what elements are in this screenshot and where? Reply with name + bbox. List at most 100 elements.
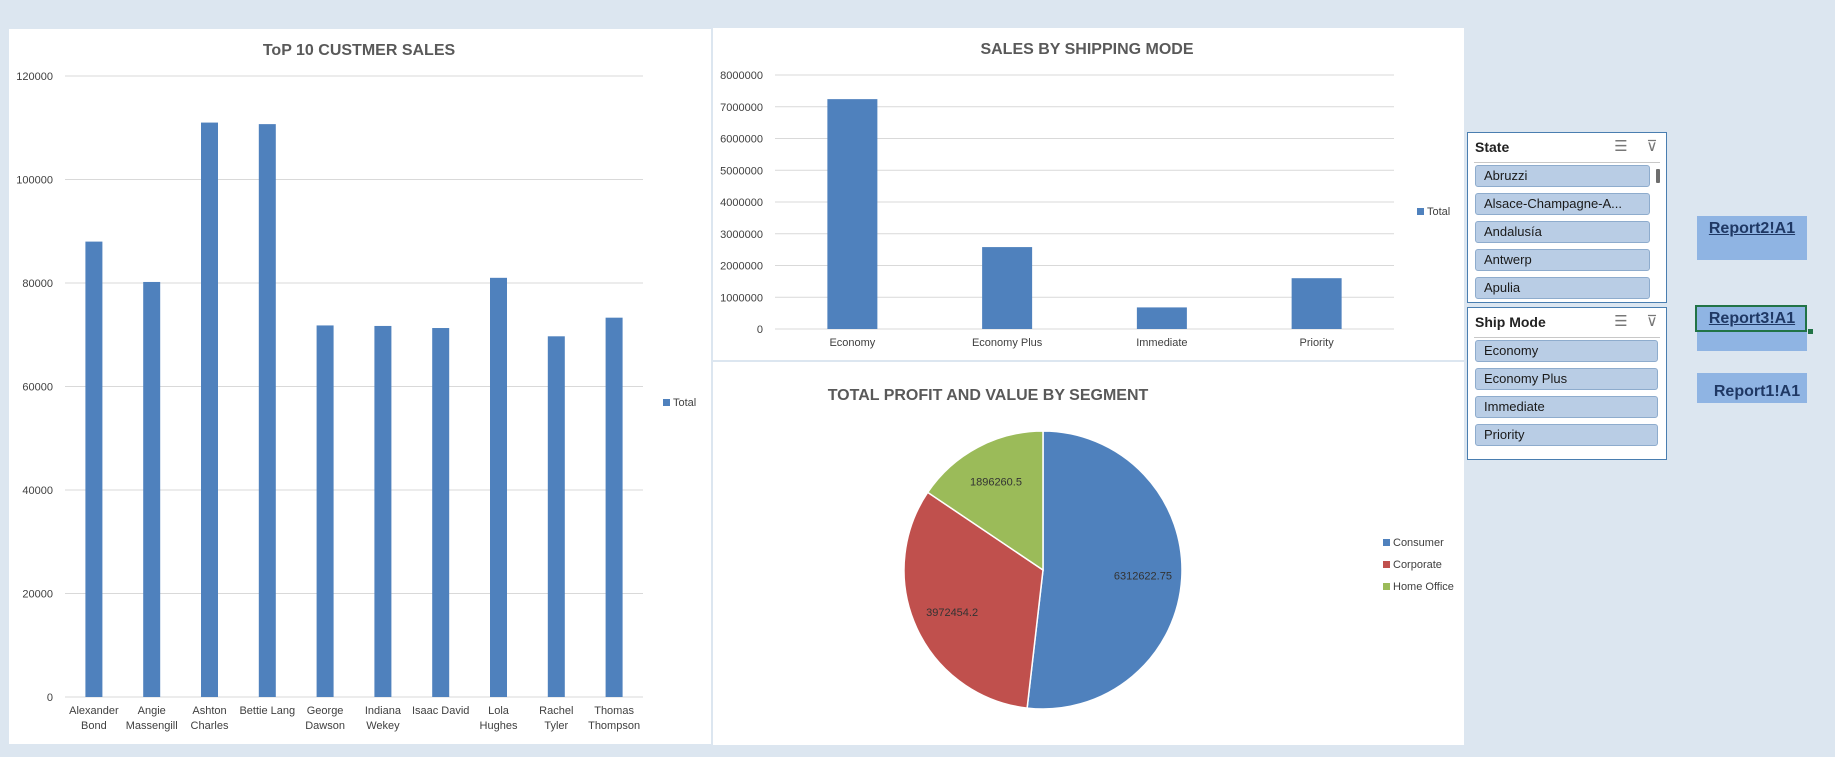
y-tick-label: 5000000: [720, 165, 763, 177]
slicer-item-economy-plus[interactable]: Economy Plus: [1475, 368, 1658, 390]
clear-filter-icon[interactable]: ⊽: [1646, 313, 1658, 330]
y-tick-label: 120000: [16, 71, 53, 83]
x-tick-label: Bettie Lang: [239, 705, 295, 717]
bar-4: [316, 325, 334, 697]
x-tick-label: Dawson: [305, 720, 345, 732]
slicer-divider: [1474, 337, 1660, 338]
y-tick-label: 8000000: [720, 70, 763, 82]
pie-slice-consumer: [1026, 430, 1183, 710]
legend-swatch-total: [663, 399, 670, 406]
report2-link-label[interactable]: Report2!A1: [1708, 220, 1796, 237]
data-label: 3972454.2: [926, 607, 978, 619]
x-tick-label: Bond: [81, 720, 107, 732]
report3-link-label[interactable]: Report3!A1: [1708, 310, 1796, 327]
slicer-divider: [1474, 162, 1660, 163]
bar-3: [1291, 278, 1342, 329]
slicer-item-abruzzi[interactable]: Abruzzi: [1475, 165, 1650, 187]
y-tick-label: 100000: [16, 175, 53, 187]
x-tick-label: Alexander: [69, 705, 119, 717]
chart-title: TOTAL PROFIT AND VALUE BY SEGMENT: [828, 387, 1149, 404]
bar-2: [1136, 307, 1187, 329]
slicer-title: Ship Mode: [1475, 314, 1546, 330]
slicer-item-list: Abruzzi Alsace-Champagne-A... Andalusía …: [1475, 165, 1650, 302]
bar-7: [490, 277, 507, 697]
legend-label: Corporate: [1393, 559, 1442, 571]
slicer-item-apulia[interactable]: Apulia: [1475, 277, 1650, 299]
x-tick-label: Economy Plus: [972, 337, 1043, 349]
customer-sales-svg: ToP 10 CUSTMER SALES 0 20000 40000 60000 800…: [16, 42, 696, 732]
shipping-mode-sales-chart[interactable]: SALES BY SHIPPING MODE 0 1000000 2000000 30…: [713, 28, 1464, 360]
state-slicer[interactable]: State ☰ ⊽ Abruzzi Alsace-Champagne-A... …: [1467, 132, 1667, 303]
y-tick-label: 0: [757, 324, 763, 336]
y-tick-label: 3000000: [720, 229, 763, 241]
x-tick-label: Ashton: [192, 705, 226, 717]
legend-swatch: [1383, 539, 1390, 546]
x-tick-label: Wekey: [366, 720, 400, 732]
bar-3: [258, 124, 276, 697]
slicer-item-alsace[interactable]: Alsace-Champagne-A...: [1475, 193, 1650, 215]
bar-0: [85, 241, 103, 697]
y-tick-label: 20000: [22, 589, 53, 601]
slicer-header: Ship Mode ☰ ⊽: [1468, 308, 1666, 338]
x-tick-label: Massengill: [126, 720, 178, 732]
slicer-scrollbar[interactable]: [1656, 169, 1660, 183]
bar-5: [374, 325, 392, 697]
x-tick-label: Thomas: [594, 705, 634, 717]
clear-filter-icon[interactable]: ⊽: [1646, 138, 1658, 155]
y-tick-label: 80000: [22, 278, 53, 290]
segment-profit-pie-chart[interactable]: TOTAL PROFIT AND VALUE BY SEGMENT 631262…: [713, 362, 1464, 745]
bar-8: [547, 336, 565, 697]
x-tick-label: Rachel: [539, 705, 573, 717]
legend-swatch: [1383, 561, 1390, 568]
y-tick-label: 2000000: [720, 261, 763, 273]
top-customer-sales-chart[interactable]: ToP 10 CUSTMER SALES 0 20000 40000 60000 800…: [9, 29, 711, 744]
slicer-item-andalusia[interactable]: Andalusía: [1475, 221, 1650, 243]
x-tick-label: Priority: [1300, 337, 1335, 349]
multi-select-icon[interactable]: ☰: [1614, 313, 1628, 330]
x-tick-label: Lola: [488, 705, 510, 717]
x-tick-label: Charles: [191, 720, 229, 732]
multi-select-icon[interactable]: ☰: [1614, 138, 1628, 155]
x-tick-label: Immediate: [1136, 337, 1187, 349]
slicer-header: State ☰ ⊽: [1468, 133, 1666, 163]
data-label: 6312622.75: [1114, 571, 1172, 583]
slicer-item-antwerp[interactable]: Antwerp: [1475, 249, 1650, 271]
x-tick-label: Isaac David: [412, 705, 469, 717]
fill-handle[interactable]: [1808, 329, 1813, 334]
legend-swatch: [1383, 583, 1390, 590]
x-tick-label: Thompson: [588, 720, 640, 732]
bar-6: [432, 328, 450, 697]
slicer-title: State: [1475, 139, 1510, 155]
ship-mode-slicer[interactable]: Ship Mode ☰ ⊽ Economy Economy Plus Immed…: [1467, 307, 1667, 460]
y-tick-label: 6000000: [720, 134, 763, 146]
slicer-item-economy[interactable]: Economy: [1475, 340, 1658, 362]
pie-slice-corporate: [903, 491, 1044, 709]
x-tick-label: Indiana: [365, 705, 402, 717]
data-label: 1896260.5: [970, 477, 1022, 489]
report3-link-button[interactable]: Report3!A1: [1695, 305, 1813, 351]
report1-link-button[interactable]: Report1!A1: [1697, 373, 1807, 403]
slicer-item-priority[interactable]: Priority: [1475, 424, 1658, 446]
legend-label-total: Total: [1427, 206, 1450, 218]
legend-label-total: Total: [673, 397, 696, 409]
x-tick-label: Economy: [829, 337, 875, 349]
report2-link-button[interactable]: Report2!A1: [1697, 216, 1807, 260]
y-tick-label: 1000000: [720, 292, 763, 304]
bar-0: [827, 99, 878, 329]
pie-slice-home-office: [926, 430, 1044, 572]
y-tick-label: 7000000: [720, 102, 763, 114]
x-tick-label: Tyler: [544, 720, 568, 732]
bar-2: [201, 122, 218, 697]
bar-1: [143, 281, 161, 697]
chart-title: SALES BY SHIPPING MODE: [980, 41, 1193, 58]
y-tick-label: 4000000: [720, 197, 763, 209]
slicer-item-list: Economy Economy Plus Immediate Priority: [1475, 340, 1658, 459]
x-tick-label: Angie: [138, 705, 166, 717]
report1-link-label[interactable]: Report1!A1: [1713, 383, 1801, 400]
legend-label: Consumer: [1393, 537, 1444, 549]
x-tick-label: Hughes: [480, 720, 518, 732]
legend-label: Home Office: [1393, 581, 1454, 593]
x-tick-label: George: [307, 705, 344, 717]
bar-9: [605, 317, 623, 697]
slicer-item-immediate[interactable]: Immediate: [1475, 396, 1658, 418]
